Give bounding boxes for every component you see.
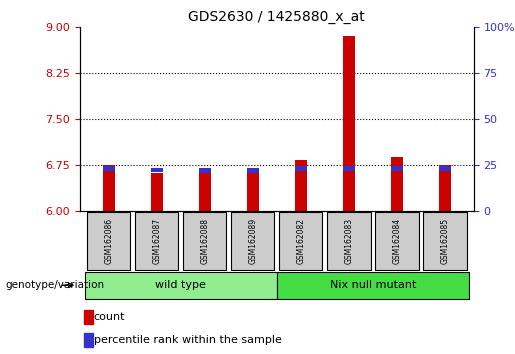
Bar — [279, 212, 322, 270]
Bar — [277, 272, 469, 299]
Text: GSM162085: GSM162085 — [440, 218, 450, 264]
Bar — [391, 156, 403, 211]
Bar — [247, 168, 259, 173]
Bar — [199, 168, 211, 173]
Text: GSM162086: GSM162086 — [104, 218, 113, 264]
Bar — [151, 168, 163, 172]
Bar — [135, 212, 178, 270]
Text: GSM162089: GSM162089 — [248, 218, 258, 264]
Bar — [423, 212, 467, 270]
Bar — [343, 36, 355, 211]
Text: wild type: wild type — [156, 280, 206, 290]
Bar — [231, 212, 274, 270]
Bar — [102, 165, 115, 211]
Bar — [439, 165, 451, 211]
Bar — [199, 171, 211, 211]
Text: GSM162088: GSM162088 — [200, 218, 209, 264]
Bar — [87, 212, 130, 270]
Title: GDS2630 / 1425880_x_at: GDS2630 / 1425880_x_at — [188, 10, 365, 24]
Bar — [391, 166, 403, 171]
Bar — [151, 173, 163, 211]
Text: GSM162083: GSM162083 — [345, 218, 353, 264]
Bar — [343, 166, 355, 171]
Bar — [84, 310, 93, 324]
Bar — [327, 212, 370, 270]
Text: genotype/variation: genotype/variation — [5, 280, 104, 290]
Bar — [84, 272, 277, 299]
Bar — [295, 160, 307, 211]
Bar — [183, 212, 227, 270]
Text: GSM162087: GSM162087 — [152, 218, 161, 264]
Bar — [295, 166, 307, 171]
Bar — [375, 212, 419, 270]
Text: count: count — [94, 312, 125, 322]
Bar — [247, 171, 259, 211]
Bar — [84, 333, 93, 347]
Bar — [439, 166, 451, 171]
Text: Nix null mutant: Nix null mutant — [330, 280, 416, 290]
Text: GSM162082: GSM162082 — [296, 218, 305, 264]
Bar — [102, 166, 115, 171]
Text: percentile rank within the sample: percentile rank within the sample — [94, 335, 282, 345]
Text: GSM162084: GSM162084 — [392, 218, 401, 264]
